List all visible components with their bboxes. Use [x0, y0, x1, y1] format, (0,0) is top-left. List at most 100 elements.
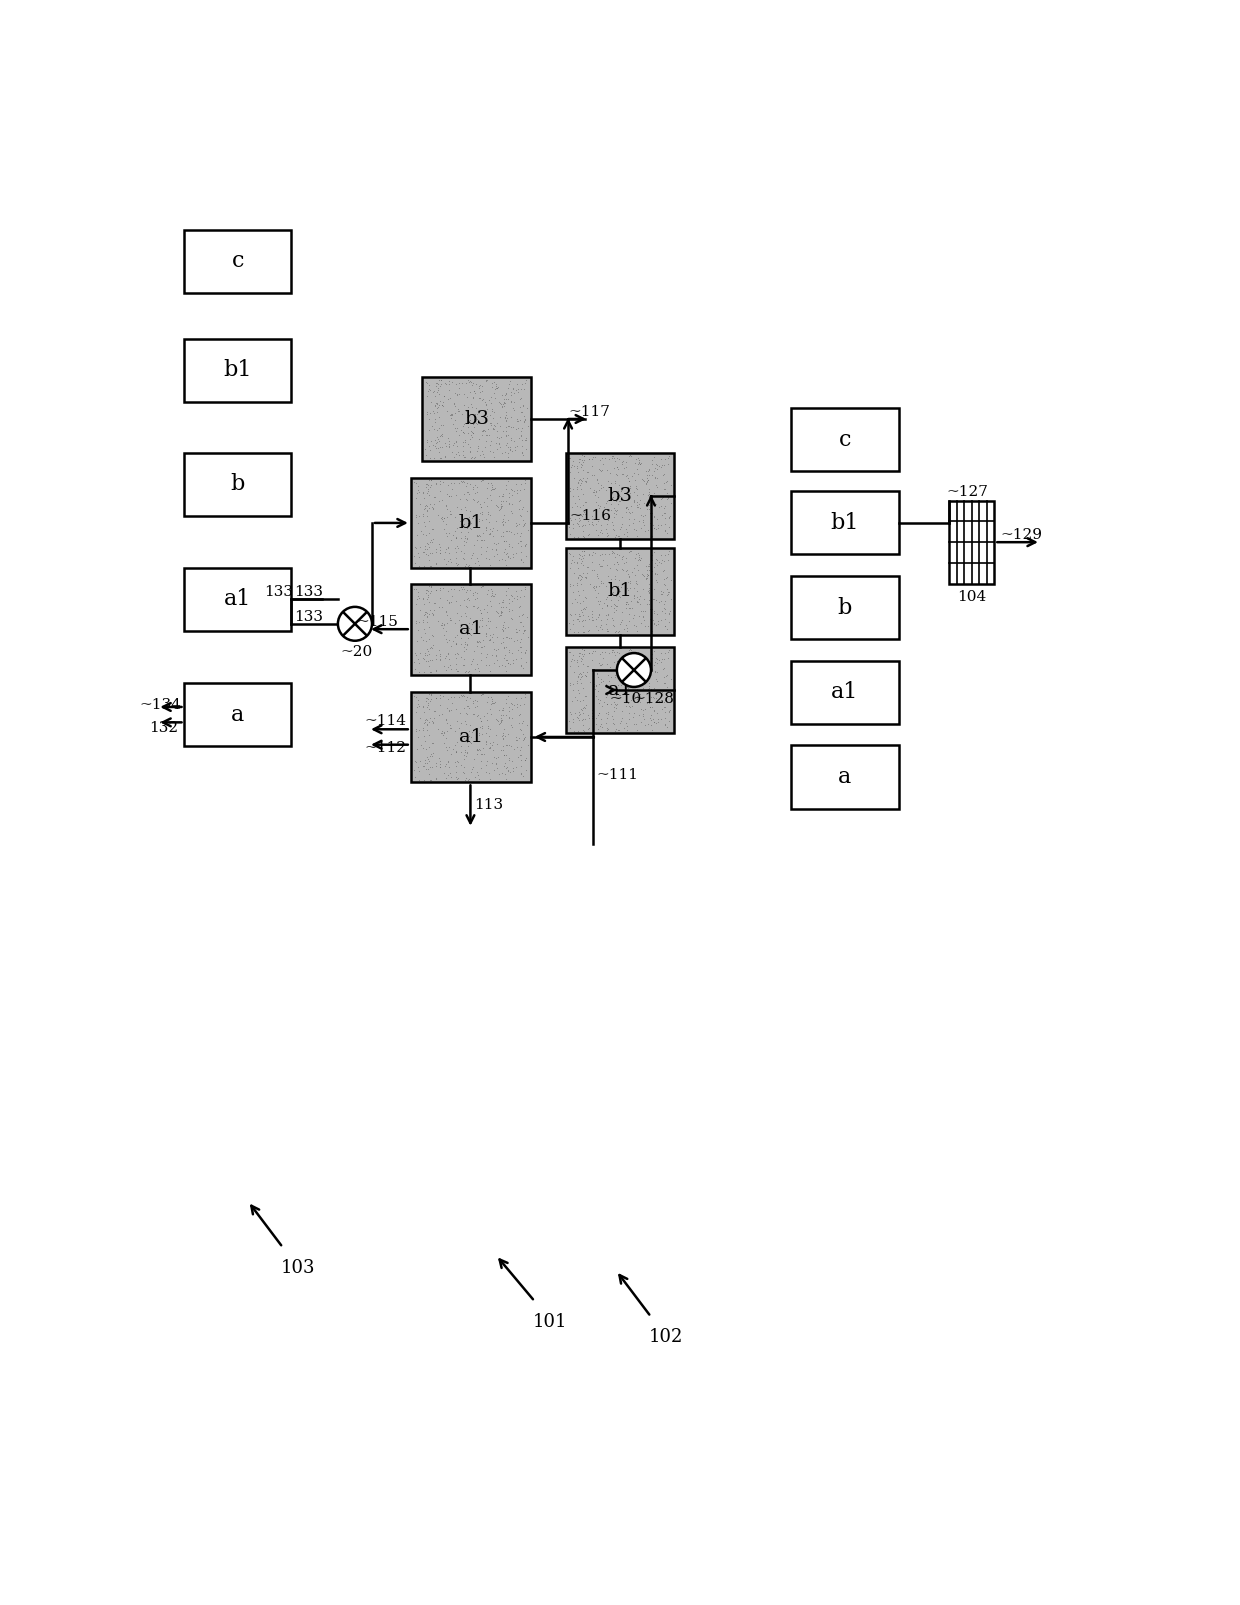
Point — [577, 653, 596, 679]
Point — [439, 520, 459, 546]
Point — [605, 498, 625, 523]
Point — [593, 451, 613, 477]
Point — [482, 578, 502, 603]
Point — [583, 509, 603, 534]
Point — [634, 467, 653, 493]
Point — [580, 475, 600, 501]
Bar — [791, 491, 899, 554]
Point — [429, 745, 449, 770]
Point — [465, 445, 485, 470]
Point — [634, 706, 653, 732]
Point — [464, 701, 484, 727]
Point — [494, 539, 513, 565]
Point — [658, 677, 678, 703]
Point — [484, 690, 503, 716]
Point — [618, 674, 637, 700]
Point — [491, 424, 511, 449]
Point — [470, 523, 490, 549]
Point — [470, 607, 490, 632]
Point — [428, 395, 448, 421]
Point — [418, 379, 438, 404]
Point — [495, 536, 515, 562]
Point — [413, 735, 433, 761]
Point — [637, 578, 657, 603]
Point — [451, 618, 471, 644]
Point — [458, 684, 477, 709]
Text: ~115: ~115 — [357, 615, 398, 629]
Point — [464, 746, 484, 772]
Point — [632, 697, 652, 722]
Point — [434, 684, 454, 709]
Point — [609, 456, 629, 481]
Point — [481, 374, 501, 400]
Point — [445, 416, 465, 441]
Point — [414, 591, 434, 616]
Point — [604, 595, 624, 621]
Point — [590, 607, 610, 632]
Point — [472, 713, 492, 738]
Point — [494, 634, 513, 660]
Point — [565, 586, 585, 612]
Point — [608, 717, 627, 743]
Point — [647, 560, 667, 586]
Point — [620, 570, 640, 595]
Point — [477, 640, 497, 666]
Point — [570, 701, 590, 727]
Point — [641, 706, 661, 732]
Point — [632, 507, 652, 533]
Point — [434, 653, 454, 679]
Point — [510, 594, 529, 620]
Point — [516, 639, 536, 664]
Text: 133: 133 — [295, 586, 324, 599]
Point — [430, 371, 450, 396]
Point — [611, 514, 631, 539]
Point — [515, 376, 534, 401]
Point — [491, 523, 511, 549]
Point — [480, 520, 500, 546]
Point — [448, 438, 467, 464]
Point — [440, 403, 460, 429]
Point — [579, 446, 599, 472]
Point — [451, 525, 471, 551]
Point — [574, 637, 594, 663]
Point — [448, 640, 467, 666]
Point — [511, 685, 531, 711]
Point — [496, 583, 516, 608]
Point — [658, 541, 678, 567]
Point — [658, 700, 678, 725]
Point — [465, 579, 485, 605]
Point — [445, 401, 465, 427]
Point — [418, 637, 438, 663]
Point — [599, 716, 619, 742]
Point — [439, 697, 459, 722]
Point — [618, 576, 637, 602]
Point — [495, 382, 515, 408]
Point — [572, 542, 591, 568]
Point — [570, 563, 590, 589]
Point — [435, 708, 455, 733]
Point — [647, 547, 667, 573]
Point — [451, 740, 471, 766]
Point — [583, 453, 603, 478]
Point — [501, 404, 521, 430]
Point — [516, 745, 536, 770]
Point — [516, 542, 536, 568]
Point — [433, 509, 453, 534]
Point — [639, 652, 658, 677]
Point — [620, 480, 640, 506]
Point — [409, 660, 429, 685]
Point — [481, 735, 501, 761]
Point — [418, 600, 438, 626]
Point — [593, 616, 613, 642]
Point — [615, 656, 635, 682]
Point — [572, 663, 591, 689]
Point — [601, 587, 621, 613]
Point — [505, 396, 525, 422]
Point — [596, 592, 616, 618]
Point — [484, 583, 503, 608]
Point — [423, 530, 443, 555]
Point — [598, 602, 618, 628]
Point — [479, 387, 498, 412]
Point — [639, 656, 658, 682]
Point — [642, 542, 662, 568]
